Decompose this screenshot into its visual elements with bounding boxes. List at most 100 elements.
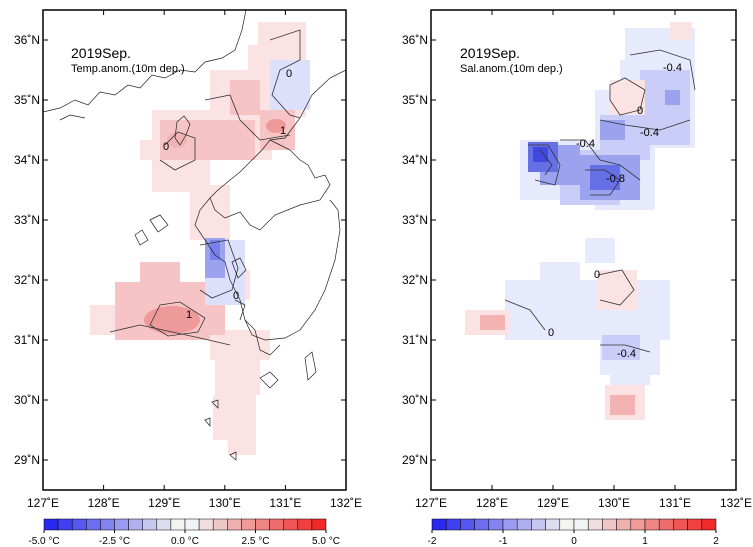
colorbar-swatch <box>198 518 214 531</box>
contour-label: 0 <box>637 105 643 117</box>
contour-label: 1 <box>280 125 286 137</box>
colorbar-swatch <box>431 518 447 531</box>
lat-tick-label: 31˚N <box>14 333 40 347</box>
colorbar-swatch <box>630 518 646 531</box>
contour-label: -0.8 <box>606 173 625 185</box>
temp-axes: 127˚E 128˚E 129˚E 130˚E 131˚E 132˚E 36˚N 35˚N 34… <box>14 10 362 510</box>
sal-anomaly-field <box>465 22 696 420</box>
contour-label: -0.4 <box>663 62 682 74</box>
colorbar-swatch <box>114 518 129 531</box>
colorbar-swatch <box>311 518 327 531</box>
lat-tick-label: 36˚N <box>14 33 40 47</box>
colorbar-tick-label: -5.0 °C <box>28 536 59 547</box>
lon-tick-label: 130˚E <box>209 496 241 510</box>
lon-tick-label: 132˚E <box>720 496 752 510</box>
temp-panel-subtitle: Temp.anom.(10m dep.) <box>71 63 185 75</box>
colorbar-swatch <box>673 518 688 531</box>
temp-map-frame <box>42 9 347 491</box>
colorbar-swatch <box>531 518 546 531</box>
lat-tick-label: 35˚N <box>14 93 40 107</box>
colorbar-swatch <box>644 518 660 531</box>
coastline <box>43 10 346 461</box>
lat-tick-label: 32˚N <box>14 273 40 287</box>
temp-panel-title: 2019Sep. <box>71 45 131 61</box>
lat-tick-label: 30˚N <box>402 393 428 407</box>
colorbar-swatch <box>516 518 532 531</box>
lat-tick-label: 33˚N <box>402 213 428 227</box>
lat-tick-label: 29˚N <box>402 453 428 467</box>
colorbar-swatch <box>184 518 200 531</box>
temp-contour-labels: 0 0 1 0 1 <box>163 68 292 321</box>
lat-tick-label: 32˚N <box>402 273 428 287</box>
sal-panel-subtitle: Sal.anom.(10m dep.) <box>460 63 563 75</box>
lon-tick-label: 131˚E <box>659 496 691 510</box>
sal-colorbar: -2 -1 0 1 2 <box>428 518 719 547</box>
contour-label: 0 <box>233 290 239 302</box>
sal-axes: 127˚E 128˚E 129˚E 130˚E 131˚E 132˚E 36˚N 35˚N 34… <box>402 10 752 510</box>
colorbar-swatch <box>445 518 461 531</box>
colorbar-swatch <box>212 518 228 531</box>
colorbar-swatch <box>602 518 617 531</box>
lat-tick-label: 31˚N <box>402 333 428 347</box>
lon-tick-label: 131˚E <box>269 496 301 510</box>
colorbar-swatch <box>128 518 143 531</box>
colorbar-swatch <box>687 518 703 531</box>
colorbar-swatch <box>488 518 504 531</box>
contour-label: 0 <box>594 269 600 281</box>
colorbar-tick-label: -1 <box>499 536 508 547</box>
contour-label: -0.4 <box>576 138 595 150</box>
lon-tick-label: 130˚E <box>598 496 630 510</box>
colorbar-swatch <box>573 518 589 531</box>
colorbar-swatch <box>545 518 561 531</box>
colorbar-swatch <box>587 518 603 531</box>
colorbar-tick-label: 2.5 °C <box>242 536 270 547</box>
colorbar-tick-label: 0.0 °C <box>171 536 199 547</box>
lon-tick-label: 129˚E <box>148 496 180 510</box>
colorbar-swatch <box>269 518 284 531</box>
contour-label: 0 <box>286 68 292 80</box>
lon-tick-label: 128˚E <box>476 496 508 510</box>
colorbar-tick-label: 0 <box>571 536 577 547</box>
sal-map-frame <box>430 9 737 491</box>
lat-tick-label: 35˚N <box>402 93 428 107</box>
contour-label: 0 <box>548 327 554 339</box>
colorbar-swatch <box>142 518 158 531</box>
colorbar-swatch <box>86 518 101 531</box>
colorbar-swatch <box>100 518 115 531</box>
sal-panel-title: 2019Sep. <box>460 45 520 61</box>
colorbar-swatch <box>297 518 313 531</box>
colorbar-tick-label: 1 <box>642 536 648 547</box>
lat-tick-label: 34˚N <box>14 153 40 167</box>
colorbar-tick-label: 2 <box>713 536 719 547</box>
colorbar-swatch <box>502 518 518 531</box>
lat-tick-label: 36˚N <box>402 33 428 47</box>
colorbar-swatch <box>559 518 575 531</box>
colorbar-swatch <box>156 518 172 531</box>
colorbar-swatch <box>227 518 242 531</box>
lon-tick-label: 127˚E <box>27 496 59 510</box>
contour-label: 1 <box>186 309 192 321</box>
contour-label: -0.4 <box>617 348 636 360</box>
temp-colorbar: -5.0 °C -2.5 °C 0.0 °C 2.5 °C 5.0 °C <box>28 518 340 547</box>
colorbar-swatch <box>474 518 490 531</box>
sal-contour-labels: -0.4 0 -0.4 -0.4 -0.8 0 0 -0.4 <box>548 62 682 360</box>
lon-tick-label: 132˚E <box>330 496 362 510</box>
colorbar-tick-label: 5.0 °C <box>312 536 340 547</box>
lon-tick-label: 127˚E <box>415 496 447 510</box>
colorbar-swatch <box>71 518 87 531</box>
colorbar-swatch <box>616 518 632 531</box>
temp-anomaly-field <box>90 22 310 455</box>
colorbar-swatch <box>283 518 299 531</box>
colorbar-swatch <box>43 518 59 531</box>
contour-label: -0.4 <box>640 127 659 139</box>
lon-tick-label: 128˚E <box>88 496 120 510</box>
lat-tick-label: 30˚N <box>14 393 40 407</box>
lon-tick-label: 129˚E <box>537 496 569 510</box>
lat-tick-label: 29˚N <box>14 453 40 467</box>
lat-tick-label: 33˚N <box>14 213 40 227</box>
colorbar-swatch <box>255 518 270 531</box>
colorbar-swatch <box>701 518 717 531</box>
colorbar-swatch <box>460 518 475 531</box>
contour-label: 0 <box>163 141 169 153</box>
